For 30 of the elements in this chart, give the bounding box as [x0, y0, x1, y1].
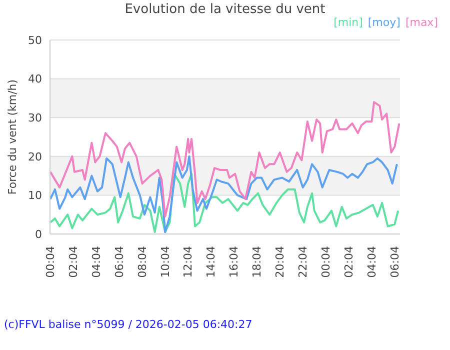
y-tick-label: 0 — [35, 228, 42, 241]
text: [moy] — [368, 16, 400, 29]
y-tick-label: 30 — [28, 112, 42, 125]
text: [max] — [405, 16, 438, 29]
chart-title: Evolution de la vitesse du vent — [124, 2, 326, 17]
x-tick-label: 02:04 — [66, 246, 80, 278]
y-tick-label: 40 — [28, 72, 42, 86]
x-tick-label: 12:04 — [182, 246, 195, 278]
x-tick-label: 14:04 — [204, 246, 218, 278]
x-tick-label: 10:04 — [158, 246, 172, 278]
x-tick-label: 16:04 — [228, 246, 241, 278]
x-tick-label: 04:04 — [90, 246, 103, 278]
x-tick-label: 20:04 — [274, 246, 287, 278]
x-tick-label: 18:04 — [250, 246, 264, 278]
x-tick-label: 00:04 — [44, 246, 57, 278]
y-tick-label: 10 — [28, 189, 42, 202]
x-tick-label: 06:04 — [388, 246, 402, 278]
line-series — [50, 101, 400, 218]
text: [min] — [334, 16, 363, 29]
x-tick-label: 04:04 — [365, 246, 378, 278]
y-axis-title: Force du vent (km/h) — [6, 79, 19, 195]
y-tick-label: 50 — [28, 34, 42, 47]
text: (c)FFVL balise n°5099 / 2026-02-05 06:40:27 — [4, 318, 252, 331]
x-tick-label: 06:04 — [112, 246, 126, 278]
x-tick-label: 08:04 — [136, 246, 149, 278]
line-series — [50, 155, 398, 234]
x-tick-label: 02:04 — [342, 246, 356, 278]
x-tick-label: 00:04 — [319, 246, 332, 278]
y-tick-label: 20 — [28, 150, 42, 164]
x-tick-label: 22:04 — [296, 246, 310, 278]
